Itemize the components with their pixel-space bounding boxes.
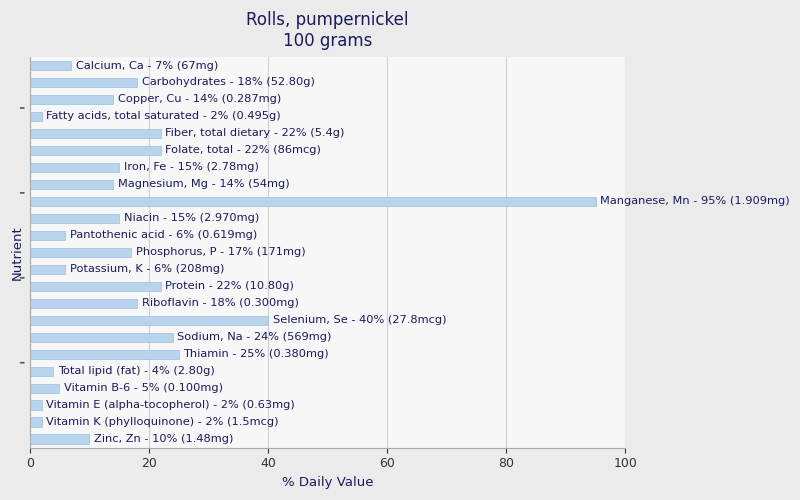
Bar (30, 418, 42, 427)
Bar (30, 350, 178, 359)
Text: Folate, total - 22% (86mcg): Folate, total - 22% (86mcg) (166, 146, 322, 156)
Text: Sodium, Na - 24% (569mg): Sodium, Na - 24% (569mg) (178, 332, 332, 342)
Text: Total lipid (fat) - 4% (2.80g): Total lipid (fat) - 4% (2.80g) (58, 366, 215, 376)
Text: Protein - 22% (10.80g): Protein - 22% (10.80g) (166, 282, 294, 292)
Bar (30, 129, 161, 138)
Text: Vitamin B-6 - 5% (0.100mg): Vitamin B-6 - 5% (0.100mg) (64, 383, 223, 393)
Text: Vitamin E (alpha-tocopherol) - 2% (0.63mg): Vitamin E (alpha-tocopherol) - 2% (0.63m… (46, 400, 295, 410)
Text: Pantothenic acid - 6% (0.619mg): Pantothenic acid - 6% (0.619mg) (70, 230, 258, 240)
Bar (30, 112, 42, 121)
Text: Selenium, Se - 40% (27.8mcg): Selenium, Se - 40% (27.8mcg) (273, 315, 446, 325)
Bar (30, 332, 173, 342)
Bar (30, 61, 71, 70)
Bar (30, 298, 137, 308)
Bar (30, 196, 595, 206)
Bar (30, 162, 119, 172)
Text: Fiber, total dietary - 22% (5.4g): Fiber, total dietary - 22% (5.4g) (166, 128, 345, 138)
Text: Calcium, Ca - 7% (67mg): Calcium, Ca - 7% (67mg) (76, 60, 218, 70)
Bar (30, 434, 90, 444)
Bar (30, 95, 113, 104)
Text: Copper, Cu - 14% (0.287mg): Copper, Cu - 14% (0.287mg) (118, 94, 281, 104)
Text: Vitamin K (phylloquinone) - 2% (1.5mcg): Vitamin K (phylloquinone) - 2% (1.5mcg) (46, 417, 279, 427)
Bar (30, 214, 119, 223)
Bar (30, 316, 268, 325)
Bar (30, 264, 66, 274)
Text: Zinc, Zn - 10% (1.48mg): Zinc, Zn - 10% (1.48mg) (94, 434, 234, 444)
Text: Niacin - 15% (2.970mg): Niacin - 15% (2.970mg) (124, 214, 259, 224)
Bar (30, 230, 66, 240)
Text: Carbohydrates - 18% (52.80g): Carbohydrates - 18% (52.80g) (142, 78, 314, 88)
Bar (30, 146, 161, 155)
Bar (30, 180, 113, 189)
Text: Riboflavin - 18% (0.300mg): Riboflavin - 18% (0.300mg) (142, 298, 298, 308)
Bar (30, 248, 131, 257)
Text: Potassium, K - 6% (208mg): Potassium, K - 6% (208mg) (70, 264, 225, 274)
Bar (30, 78, 137, 87)
Text: Fatty acids, total saturated - 2% (0.495g): Fatty acids, total saturated - 2% (0.495… (46, 112, 281, 122)
Text: Magnesium, Mg - 14% (54mg): Magnesium, Mg - 14% (54mg) (118, 180, 290, 190)
Y-axis label: Nutrient: Nutrient (11, 225, 24, 280)
Title: Rolls, pumpernickel
100 grams: Rolls, pumpernickel 100 grams (246, 11, 409, 50)
Bar (30, 282, 161, 291)
Bar (30, 400, 42, 410)
X-axis label: % Daily Value: % Daily Value (282, 476, 374, 489)
Text: Manganese, Mn - 95% (1.909mg): Manganese, Mn - 95% (1.909mg) (600, 196, 790, 206)
Text: Phosphorus, P - 17% (171mg): Phosphorus, P - 17% (171mg) (136, 248, 306, 258)
Bar (30, 384, 59, 393)
Bar (30, 366, 54, 376)
Text: Thiamin - 25% (0.380mg): Thiamin - 25% (0.380mg) (183, 349, 329, 359)
Text: Iron, Fe - 15% (2.78mg): Iron, Fe - 15% (2.78mg) (124, 162, 258, 172)
